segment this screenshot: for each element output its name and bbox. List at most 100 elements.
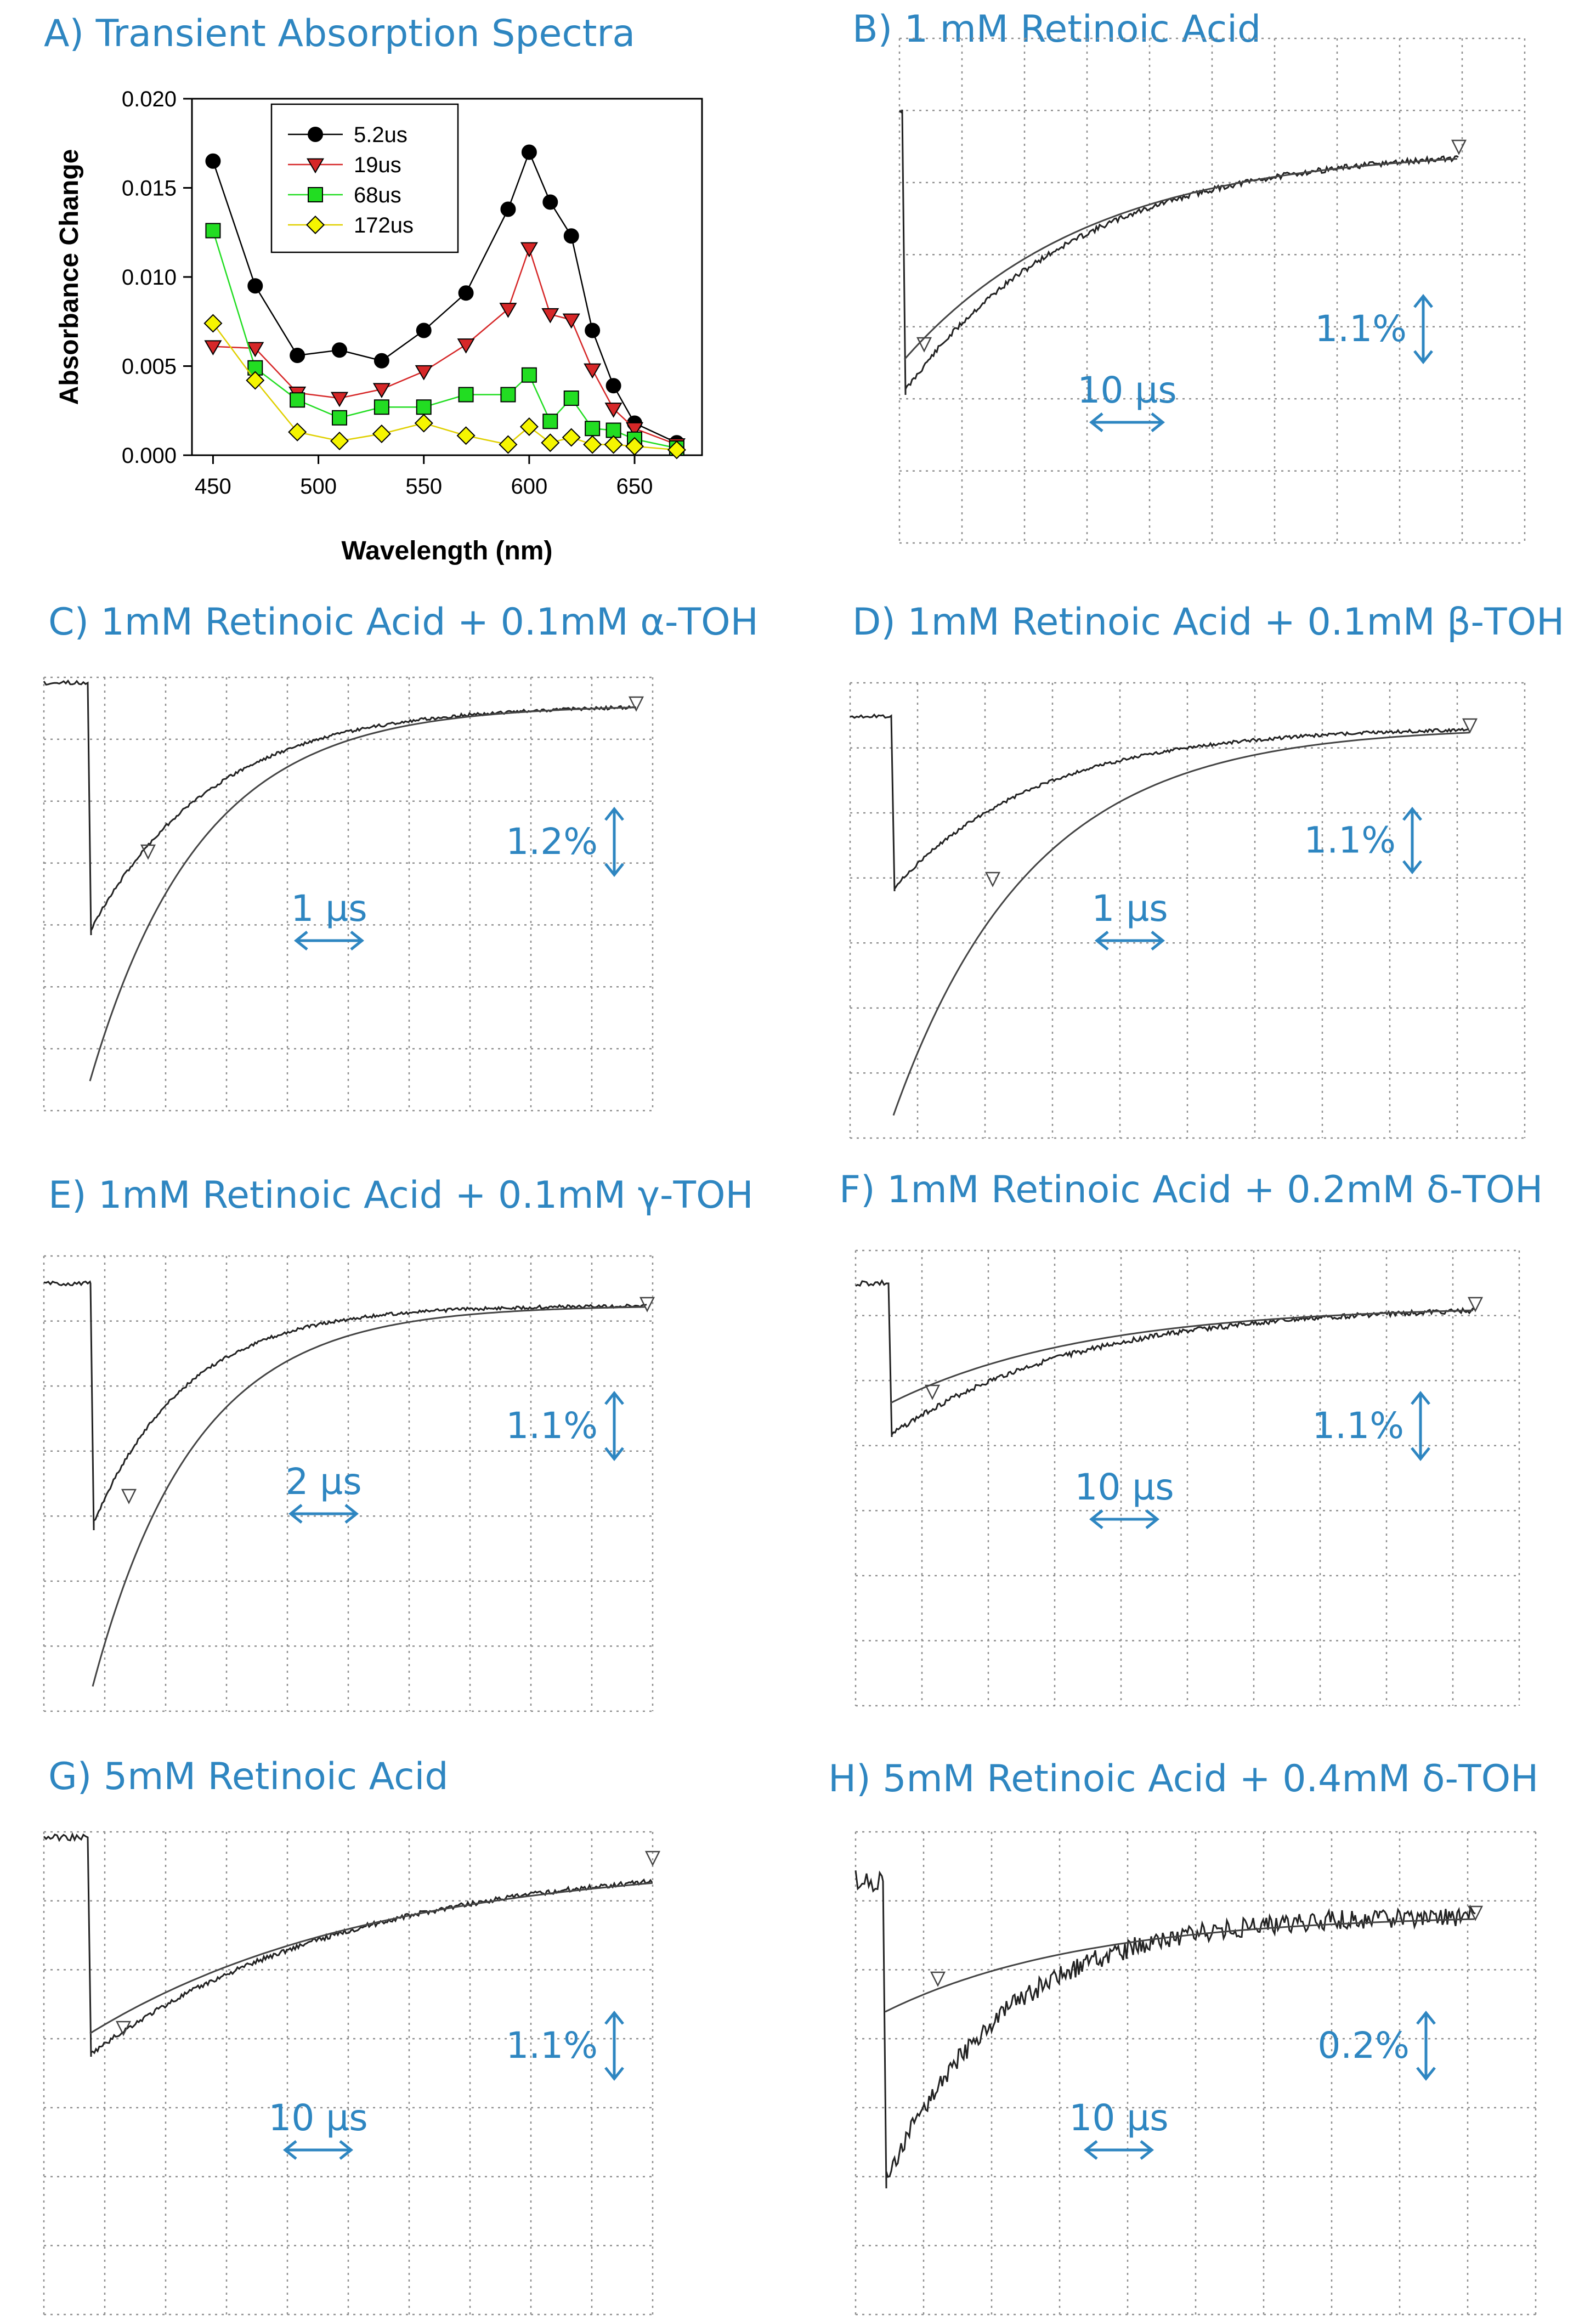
x-scale-label: 10 µs bbox=[1074, 1466, 1174, 1508]
kinetic-trace-h: 0.2% 10 µs bbox=[854, 1831, 1537, 2316]
data-point bbox=[456, 426, 476, 445]
y-scale-label: 1.1% bbox=[1312, 1405, 1404, 1447]
data-point bbox=[205, 153, 221, 169]
arrow-head bbox=[282, 2140, 297, 2160]
x-scale-label: 10 µs bbox=[268, 2097, 367, 2139]
data-point bbox=[330, 431, 349, 451]
x-scale-label: 1 µs bbox=[1091, 887, 1168, 930]
arrow-head bbox=[344, 1504, 359, 1524]
panel-f: F) 1mM Retinoic Acid + 0.2mM δ-TOH 1.1% 1… bbox=[834, 1163, 1596, 1711]
fit-curve bbox=[903, 158, 1458, 360]
fit-cursor-marker bbox=[115, 2021, 132, 2036]
arrow-head bbox=[1402, 860, 1422, 875]
arrow-head bbox=[350, 931, 365, 950]
oscilloscope-grid bbox=[898, 37, 1526, 544]
signal-trace bbox=[899, 109, 1459, 395]
arrow-head bbox=[604, 2010, 624, 2025]
series-172us bbox=[203, 314, 686, 460]
data-point bbox=[247, 278, 263, 294]
data-point bbox=[416, 322, 432, 338]
fit-curve bbox=[92, 1306, 646, 1687]
panel-g: G) 5mM Retinoic Acid 1.1% 10 µs bbox=[33, 1750, 784, 2320]
arrow-head bbox=[1140, 2140, 1154, 2160]
data-point bbox=[583, 435, 602, 454]
data-point bbox=[415, 365, 433, 381]
legend-box bbox=[270, 103, 459, 253]
panel-b-title: B) 1 mM Retinoic Acid bbox=[852, 8, 1261, 51]
arrow-head bbox=[1083, 2140, 1098, 2160]
oscilloscope-grid bbox=[854, 1249, 1520, 1707]
data-point bbox=[458, 387, 474, 403]
data-point bbox=[563, 391, 579, 406]
data-point bbox=[519, 417, 539, 437]
data-point bbox=[372, 383, 390, 399]
data-point bbox=[500, 201, 516, 217]
data-point bbox=[247, 360, 263, 376]
spectra-chart: 450 500 550 600 650 0.000 0.005 0.010 0.015 0.020… bbox=[55, 87, 703, 565]
legend-label: 172us bbox=[354, 213, 414, 237]
arrow-head bbox=[1416, 2010, 1436, 2025]
data-point bbox=[288, 422, 307, 442]
fit-cursor-marker bbox=[1451, 139, 1467, 155]
data-point bbox=[605, 378, 621, 394]
y-tick-label: 0.010 bbox=[122, 265, 177, 290]
data-point bbox=[542, 194, 558, 210]
fit-cursor-marker bbox=[1462, 718, 1478, 734]
data-point bbox=[330, 392, 349, 408]
x-scale-label: 1 µs bbox=[291, 887, 367, 930]
panel-c-title: C) 1mM Retinoic Acid + 0.1mM α-TOH bbox=[48, 601, 759, 644]
series-19us bbox=[204, 242, 686, 454]
fit-cursor-marker bbox=[984, 872, 1001, 887]
data-point bbox=[499, 303, 517, 318]
fit-curve bbox=[89, 706, 637, 1082]
arrow-head bbox=[1151, 412, 1165, 432]
legend-label: 68us bbox=[354, 183, 401, 207]
data-point bbox=[667, 440, 686, 460]
x-scale-label: 2 µs bbox=[285, 1461, 361, 1503]
panel-h: H) 5mM Retinoic Acid + 0.4mM δ-TOH 0.2% 1… bbox=[823, 1750, 1596, 2320]
panel-e-title: E) 1mM Retinoic Acid + 0.1mM γ-TOH bbox=[48, 1174, 754, 1217]
y-tick-label: 0.005 bbox=[122, 355, 177, 379]
arrow-head bbox=[1416, 2067, 1436, 2081]
data-point bbox=[541, 433, 560, 452]
arrow-head bbox=[293, 931, 308, 950]
arrow-head bbox=[604, 863, 624, 878]
legend-label: 5.2us bbox=[354, 123, 408, 147]
kinetic-trace-b: 1.1% 10 µs bbox=[898, 37, 1526, 544]
panel-h-title: H) 5mM Retinoic Acid + 0.4mM δ-TOH bbox=[828, 1757, 1539, 1801]
data-point bbox=[585, 322, 601, 338]
kinetic-trace-f: 1.1% 10 µs bbox=[854, 1249, 1520, 1707]
data-point bbox=[521, 144, 537, 160]
y-scale-label: 0.2% bbox=[1317, 2024, 1410, 2067]
x-tick-label: 650 bbox=[616, 474, 653, 499]
data-point bbox=[308, 127, 323, 142]
panel-a-title: A) Transient Absorption Spectra bbox=[44, 12, 636, 55]
fit-cursor-marker bbox=[1467, 1905, 1484, 1921]
series-68us bbox=[205, 223, 684, 456]
arrow-head bbox=[604, 2067, 624, 2081]
fit-curve bbox=[885, 1918, 1475, 2013]
signal-trace bbox=[854, 1870, 1476, 2189]
fit-cursor-marker bbox=[121, 1489, 137, 1504]
data-point bbox=[332, 342, 348, 358]
data-point bbox=[542, 414, 558, 429]
x-tick-label: 600 bbox=[511, 474, 548, 499]
y-axis-title: Absorbance Change bbox=[55, 149, 84, 405]
y-tick-label: 0.020 bbox=[122, 87, 177, 111]
arrow-head bbox=[1411, 1390, 1430, 1405]
arrow-head bbox=[604, 1390, 624, 1405]
data-point bbox=[584, 363, 602, 379]
x-axis-title: Wavelength (nm) bbox=[342, 536, 553, 565]
data-point bbox=[203, 314, 223, 333]
data-point bbox=[290, 392, 305, 408]
data-point bbox=[585, 421, 601, 437]
arrow-head bbox=[339, 2140, 354, 2160]
x-tick-label: 550 bbox=[405, 474, 442, 499]
data-point bbox=[457, 338, 475, 354]
x-scale-label: 10 µs bbox=[1069, 2097, 1168, 2139]
arrow-head bbox=[1413, 350, 1433, 365]
panel-g-title: G) 5mM Retinoic Acid bbox=[48, 1755, 449, 1798]
data-point bbox=[625, 422, 644, 438]
fit-cursor-marker bbox=[924, 1384, 941, 1400]
panel-a: A) Transient Absorption Spectra 450 500 55… bbox=[0, 0, 795, 592]
